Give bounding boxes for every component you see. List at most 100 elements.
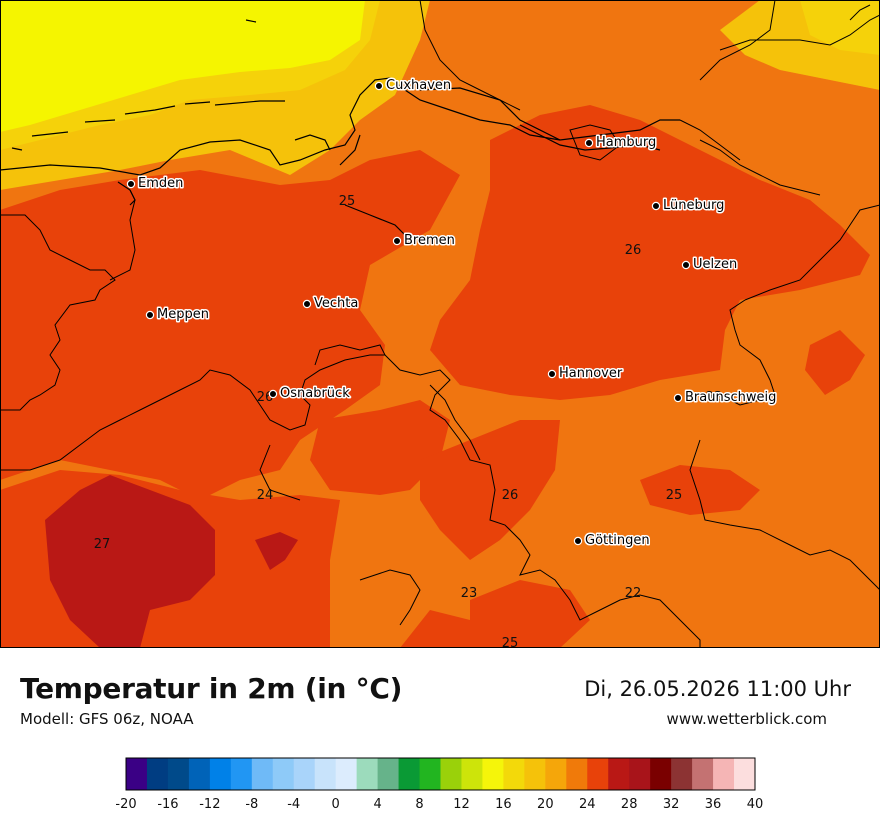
city-markers: Cuxhaven Hamburg Emden Lüneburg Bremen Uelzen… xyxy=(126,77,778,550)
city-göttingen: Göttingen xyxy=(573,532,651,550)
city-uelzen: Uelzen xyxy=(681,256,739,274)
legend-tick-label: 32 xyxy=(663,797,680,812)
city-label: Uelzen xyxy=(693,257,737,272)
river-weser xyxy=(344,204,411,241)
coast-island xyxy=(31,131,69,137)
legend-swatch xyxy=(692,758,714,790)
legend-swatch xyxy=(524,758,546,790)
legend-swatch xyxy=(650,758,672,790)
border-mecklenburg xyxy=(699,0,776,81)
city-bremen: Bremen xyxy=(392,232,456,250)
legend-tick-label: -20 xyxy=(115,797,136,812)
legend-swatch xyxy=(440,758,462,790)
city-label: Osnabrück xyxy=(280,386,350,401)
legend-frame xyxy=(125,757,756,791)
city-emden: Emden xyxy=(126,175,185,193)
legend-swatch xyxy=(188,758,211,790)
coastline xyxy=(294,134,331,151)
city-label: Emden xyxy=(138,176,183,191)
isotherm-label: 26 xyxy=(502,488,519,503)
city-dot xyxy=(374,81,384,91)
city-label: Hamburg xyxy=(596,135,656,150)
legend-swatch xyxy=(608,758,630,790)
legend-swatch xyxy=(146,758,169,790)
river-elbe xyxy=(519,124,661,151)
temp-area-18-20 xyxy=(800,0,880,55)
city-dot xyxy=(673,393,683,403)
legend-swatch xyxy=(126,758,148,790)
isotherm-label: 25 xyxy=(666,488,683,503)
isotherm-label: 25 xyxy=(339,194,356,209)
legend-swatch xyxy=(398,758,421,790)
temp-area-24-26 xyxy=(805,330,865,395)
border-nrw xyxy=(0,344,386,471)
legend-swatch xyxy=(377,758,400,790)
forecast-datetime: Di, 26.05.2026 11:00 Uhr xyxy=(584,677,851,701)
legend-swatch xyxy=(587,758,609,790)
city-label: Göttingen xyxy=(585,533,650,548)
legend-tick-label: -4 xyxy=(287,797,300,812)
city-dot xyxy=(302,299,312,309)
legend-tick-label: 0 xyxy=(332,797,340,812)
legend-swatch xyxy=(713,758,735,790)
city-dot xyxy=(573,536,583,546)
legend-tick-label: -12 xyxy=(199,797,220,812)
coastline xyxy=(0,77,561,176)
legend-swatch xyxy=(167,758,190,790)
legend-swatch xyxy=(314,758,337,790)
coastline xyxy=(419,87,680,141)
city-dot xyxy=(145,310,155,320)
isotherm-label: 23 xyxy=(461,586,478,601)
legend-swatch xyxy=(272,758,295,790)
temp-area-24-26 xyxy=(310,400,450,495)
city-lüneburg: Lüneburg xyxy=(651,197,726,215)
city-dot xyxy=(584,138,594,148)
isotherm-label: 24 xyxy=(257,488,274,503)
legend-swatch xyxy=(566,758,588,790)
border-misc xyxy=(259,444,301,501)
legend-swatch xyxy=(461,758,483,790)
legend-swatch xyxy=(419,758,441,790)
map-title: Temperatur in 2m (in °C) xyxy=(20,672,403,705)
legend-tick-label: 16 xyxy=(495,797,512,812)
border-thuringia xyxy=(689,439,880,591)
coast-island xyxy=(214,100,285,106)
border-saxony-anhalt xyxy=(699,299,776,406)
border-netherlands xyxy=(0,214,116,411)
border-schleswig xyxy=(419,0,521,111)
border-nrw xyxy=(384,354,701,648)
border-misc xyxy=(359,569,421,626)
legend-swatch xyxy=(629,758,651,790)
coast-island xyxy=(84,119,116,123)
city-label: Bremen xyxy=(404,233,455,248)
city-label: Lüneburg xyxy=(663,198,724,213)
border-netherlands xyxy=(109,189,136,281)
legend-swatch xyxy=(251,758,274,790)
coast-island xyxy=(11,147,23,151)
legend-swatch xyxy=(482,758,504,790)
city-label: Cuxhaven xyxy=(386,78,451,93)
border-hesse xyxy=(429,384,481,461)
coast-island xyxy=(124,105,176,115)
city-braunschweig: Braunschweig xyxy=(673,389,778,407)
legend-tick-label: 36 xyxy=(705,797,722,812)
city-dot xyxy=(681,260,691,270)
city-hannover: Hannover xyxy=(547,365,624,383)
color-legend: -20 -16 -12 -8 -4 0 4 8 12 16 20 24 28 32 36 40 xyxy=(115,757,763,812)
border-mecklenburg xyxy=(849,4,871,21)
city-label: Hannover xyxy=(559,366,623,381)
temp-area-24-26 xyxy=(420,420,560,560)
isotherm-label: 25 xyxy=(502,636,519,648)
legend-swatch xyxy=(734,758,756,790)
city-label: Meppen xyxy=(157,307,209,322)
legend-tick-label: -16 xyxy=(157,797,178,812)
temp-area-26-28 xyxy=(45,475,215,648)
temp-area-24-26 xyxy=(0,150,460,500)
city-hamburg: Hamburg xyxy=(584,134,658,152)
city-label: Braunschweig xyxy=(685,390,776,405)
website-link[interactable]: www.wetterblick.com xyxy=(666,710,827,728)
coast-island xyxy=(184,101,211,105)
city-meppen: Meppen xyxy=(145,306,210,324)
city-label: Vechta xyxy=(314,296,358,311)
